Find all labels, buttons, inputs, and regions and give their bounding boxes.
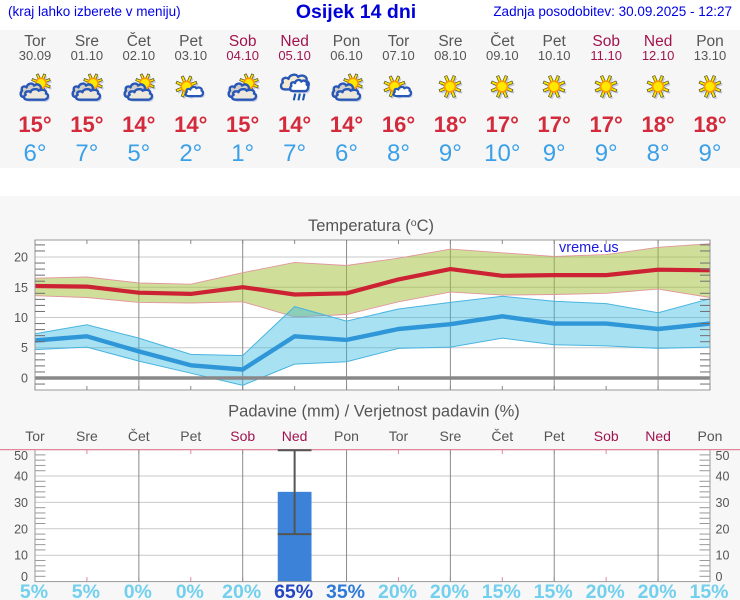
svg-text:5%: 5% (20, 581, 48, 600)
svg-text:50: 50 (716, 449, 730, 463)
svg-text:20%: 20% (430, 581, 469, 600)
svg-text:20: 20 (14, 522, 28, 536)
svg-text:Pon: Pon (334, 428, 359, 444)
svg-text:20%: 20% (586, 581, 625, 600)
svg-text:Ned: Ned (282, 428, 308, 444)
svg-text:20: 20 (14, 251, 28, 265)
svg-text:50: 50 (14, 449, 28, 463)
svg-text:0%: 0% (176, 581, 204, 600)
svg-text:Pet: Pet (180, 428, 201, 444)
svg-text:20%: 20% (222, 581, 261, 600)
svg-text:5: 5 (21, 341, 28, 355)
svg-text:Čet: Čet (128, 428, 150, 444)
svg-text:15%: 15% (689, 581, 728, 600)
svg-text:Tor: Tor (389, 428, 409, 444)
svg-text:10: 10 (14, 311, 28, 325)
svg-text:30: 30 (14, 496, 28, 510)
svg-text:Sob: Sob (594, 428, 619, 444)
svg-text:Pon: Pon (698, 428, 723, 444)
svg-text:Čet: Čet (491, 428, 513, 444)
svg-text:15: 15 (14, 281, 28, 295)
svg-text:Temperatura (oC): Temperatura (oC) (308, 217, 434, 235)
svg-text:10: 10 (716, 549, 730, 563)
svg-text:0%: 0% (124, 581, 152, 600)
svg-text:15%: 15% (534, 581, 573, 600)
svg-text:Pet: Pet (544, 428, 565, 444)
svg-text:35%: 35% (326, 581, 365, 600)
svg-text:30: 30 (716, 496, 730, 510)
svg-text:Padavine (mm) / Verjetnost pad: Padavine (mm) / Verjetnost padavin (%) (228, 403, 520, 421)
svg-text:Sob: Sob (230, 428, 255, 444)
svg-text:vreme.us: vreme.us (559, 240, 619, 256)
svg-text:Sre: Sre (76, 428, 98, 444)
svg-text:Tor: Tor (25, 428, 45, 444)
svg-text:15%: 15% (482, 581, 521, 600)
svg-text:20%: 20% (378, 581, 417, 600)
svg-text:0: 0 (21, 372, 28, 386)
svg-text:65%: 65% (274, 581, 313, 600)
svg-text:Ned: Ned (645, 428, 671, 444)
svg-text:20%: 20% (638, 581, 677, 600)
svg-text:5%: 5% (72, 581, 100, 600)
svg-text:20: 20 (716, 522, 730, 536)
svg-text:0: 0 (21, 570, 28, 584)
svg-text:0: 0 (716, 570, 723, 584)
svg-text:40: 40 (716, 470, 730, 484)
svg-text:10: 10 (14, 549, 28, 563)
svg-text:Sre: Sre (440, 428, 462, 444)
svg-text:40: 40 (14, 470, 28, 484)
